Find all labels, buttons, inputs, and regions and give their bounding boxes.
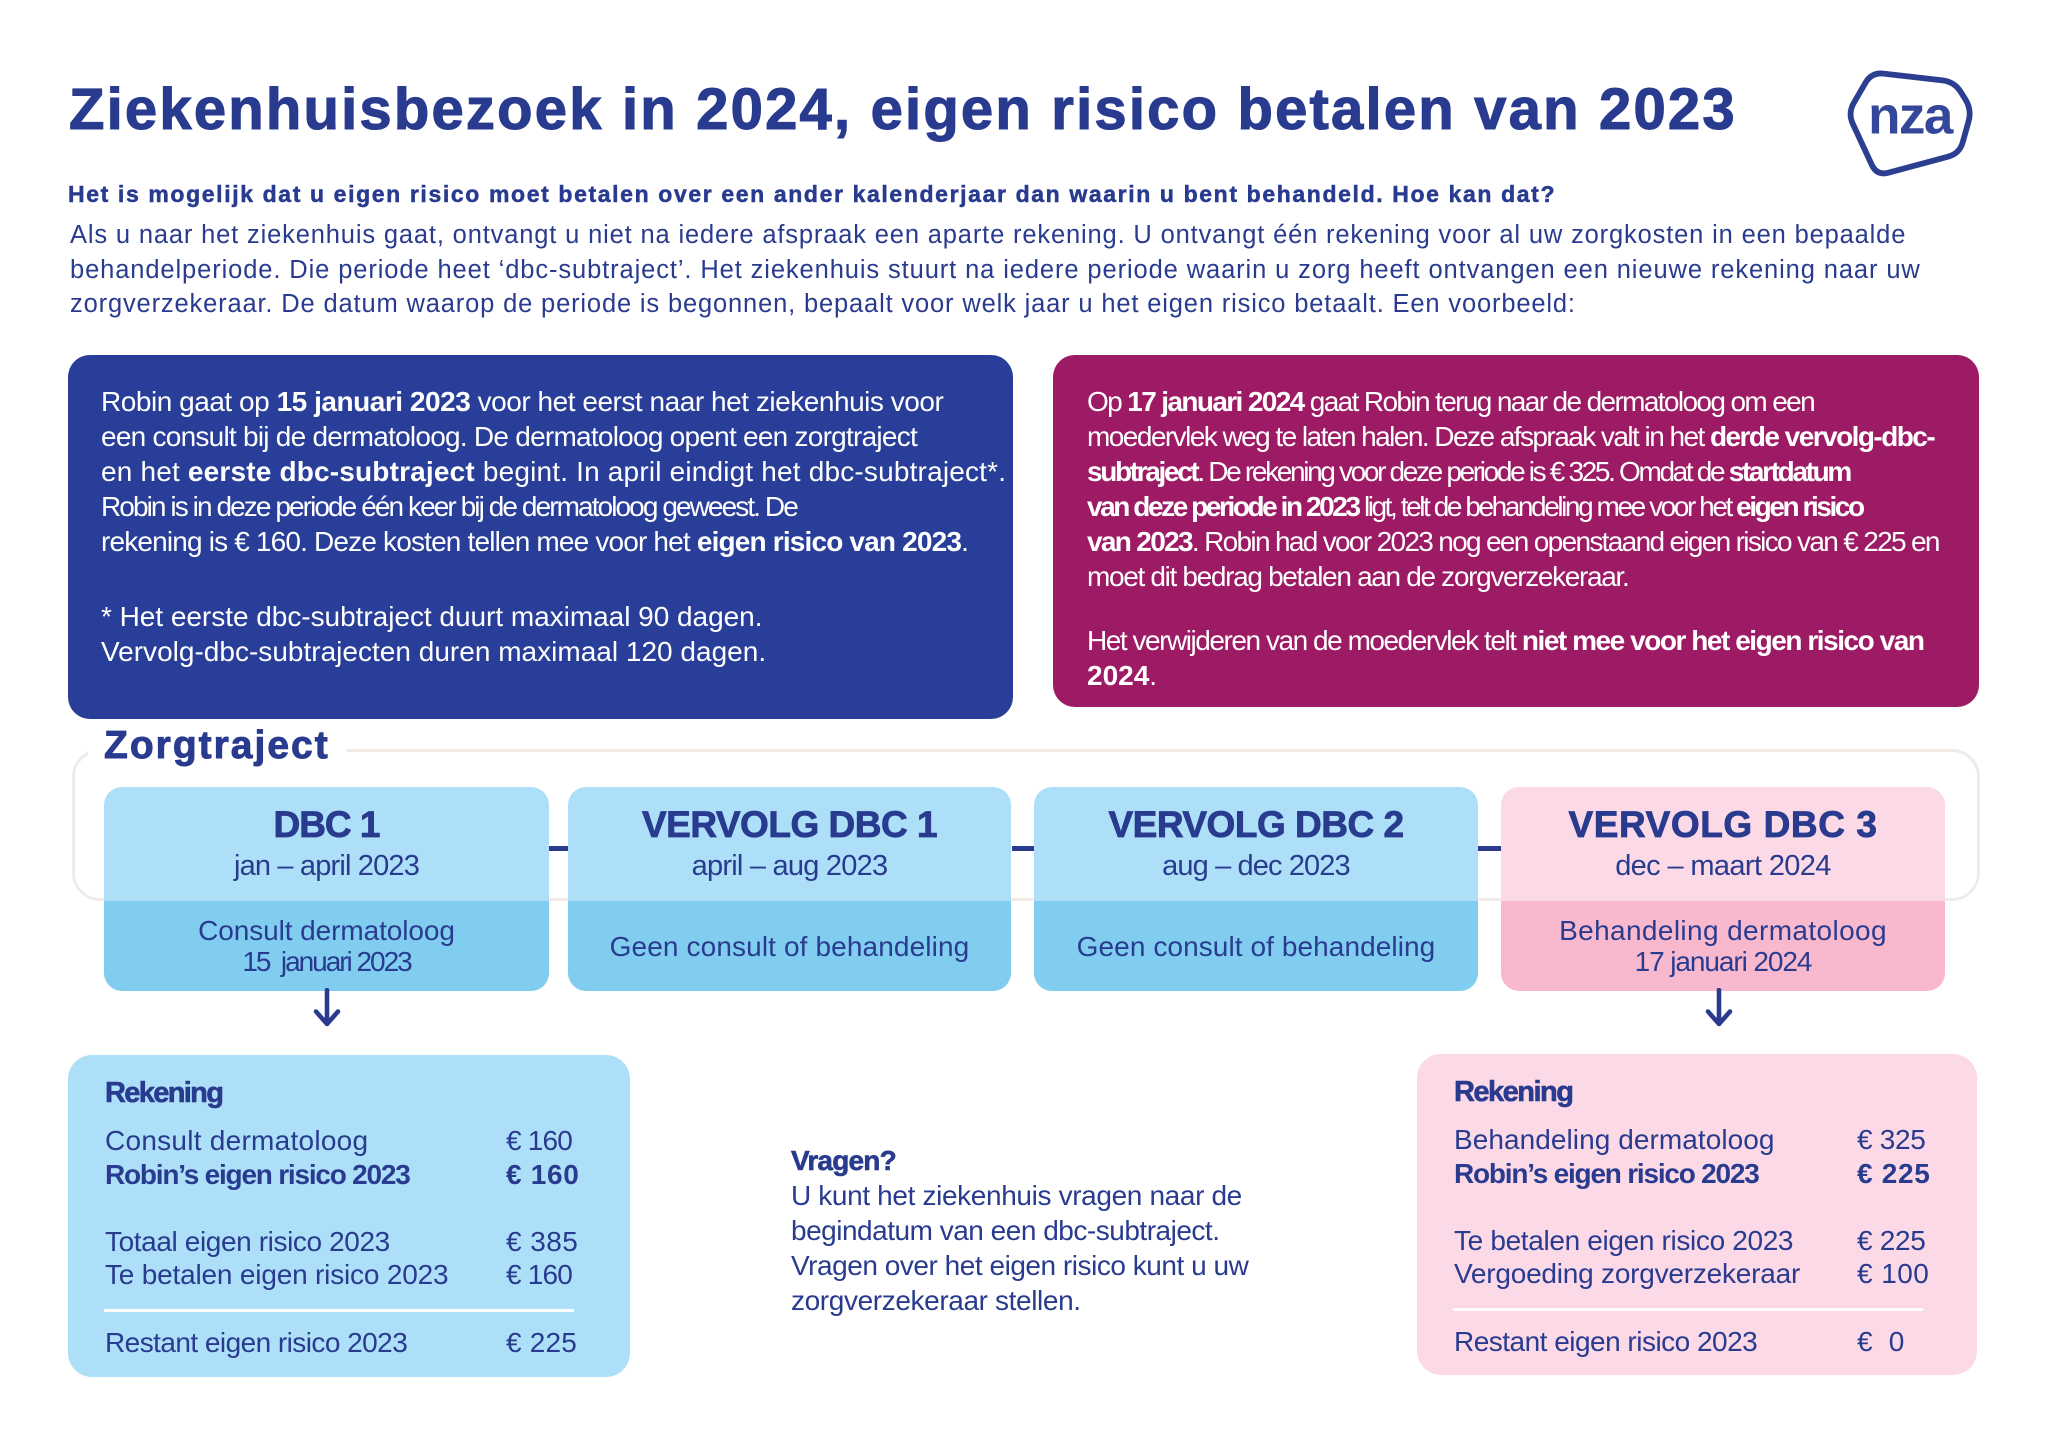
svg-text:nza: nza <box>1868 87 1954 146</box>
